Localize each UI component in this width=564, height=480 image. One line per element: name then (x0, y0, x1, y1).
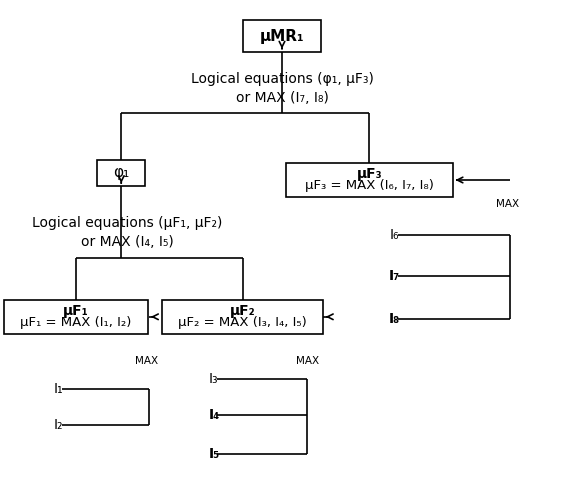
Text: or MAX (I₄, I₅): or MAX (I₄, I₅) (81, 235, 173, 250)
Text: MAX: MAX (135, 356, 158, 366)
Text: μF₃: μF₃ (356, 167, 382, 181)
Text: μF₁ = MAX (I₁, I₂): μF₁ = MAX (I₁, I₂) (20, 316, 132, 329)
Text: I₅: I₅ (209, 446, 220, 461)
Text: I₁: I₁ (54, 382, 63, 396)
Text: I₃: I₃ (209, 372, 218, 386)
Text: I₈: I₈ (389, 312, 400, 326)
Text: μF₁: μF₁ (63, 304, 89, 318)
Bar (243, 20, 321, 51)
Bar (97, 159, 146, 186)
Text: I₂: I₂ (54, 418, 63, 432)
Text: I₆: I₆ (389, 228, 399, 242)
Text: or MAX (I₇, I₈): or MAX (I₇, I₈) (236, 91, 328, 106)
Bar (162, 300, 323, 334)
Text: Logical equations (μF₁, μF₂): Logical equations (μF₁, μF₂) (32, 216, 222, 230)
Bar (5, 300, 148, 334)
Text: MAX: MAX (296, 356, 319, 366)
Bar (287, 163, 452, 197)
Text: Logical equations (φ₁, μF₃): Logical equations (φ₁, μF₃) (191, 72, 373, 86)
Text: μF₂ = MAX (I₃, I₄, I₅): μF₂ = MAX (I₃, I₄, I₅) (178, 316, 307, 329)
Text: I₄: I₄ (209, 408, 220, 422)
Text: μMR₁: μMR₁ (259, 28, 305, 44)
Text: φ₁: φ₁ (113, 165, 129, 180)
Text: MAX: MAX (496, 199, 519, 209)
Text: μF₃ = MAX (I₆, I₇, I₈): μF₃ = MAX (I₆, I₇, I₈) (305, 180, 434, 192)
Text: I₇: I₇ (389, 269, 400, 283)
Text: μF₂: μF₂ (230, 304, 255, 318)
